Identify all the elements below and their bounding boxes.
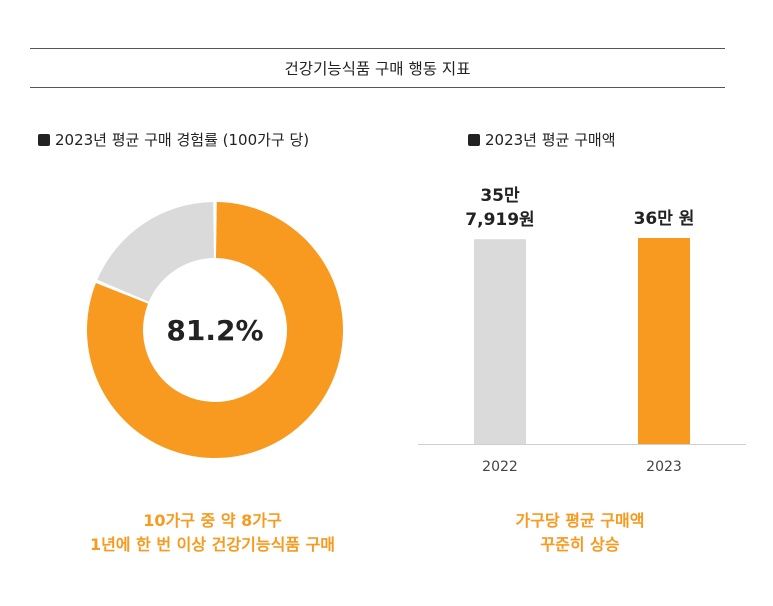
donut-slice-1 (97, 202, 214, 302)
right-panel-label: 2023년 평균 구매액 (468, 129, 616, 150)
bar-value-label: 7,919원 (465, 210, 534, 230)
x-tick-label: 2022 (482, 459, 518, 475)
bullet-square-icon (38, 133, 50, 146)
bullet-square-icon (468, 133, 480, 146)
donut-center-label: 81.2% (166, 314, 263, 347)
left-caption-line1: 10가구 중 약 8가구 (143, 511, 282, 530)
bar-value-label: 36만 원 (634, 209, 695, 229)
title-top-rule (30, 48, 725, 49)
left-panel-label-text: 2023년 평균 구매 경험률 (100가구 당) (55, 131, 310, 149)
bar-2023 (638, 238, 690, 444)
donut-slice-0 (86, 202, 343, 458)
page-title: 건강기능식품 구매 행동 지표 (284, 60, 471, 78)
bar-value-label: 35만 (480, 186, 520, 206)
left-caption-line2: 1년에 한 번 이상 건강기능식품 구매 (89, 535, 336, 554)
title-bottom-rule (30, 87, 725, 88)
left-panel-label: 2023년 평균 구매 경험률 (100가구 당) (38, 129, 309, 150)
right-caption-line2: 꾸준히 상승 (540, 535, 620, 554)
right-caption-line1: 가구당 평균 구매액 (515, 511, 645, 530)
bar-2022 (474, 239, 526, 444)
left-caption: 10가구 중 약 8가구 1년에 한 번 이상 건강기능식품 구매 (40, 509, 385, 557)
right-caption: 가구당 평균 구매액 꾸준히 상승 (420, 509, 740, 557)
x-tick-label: 2023 (646, 459, 682, 475)
right-panel-label-text: 2023년 평균 구매액 (485, 131, 616, 149)
